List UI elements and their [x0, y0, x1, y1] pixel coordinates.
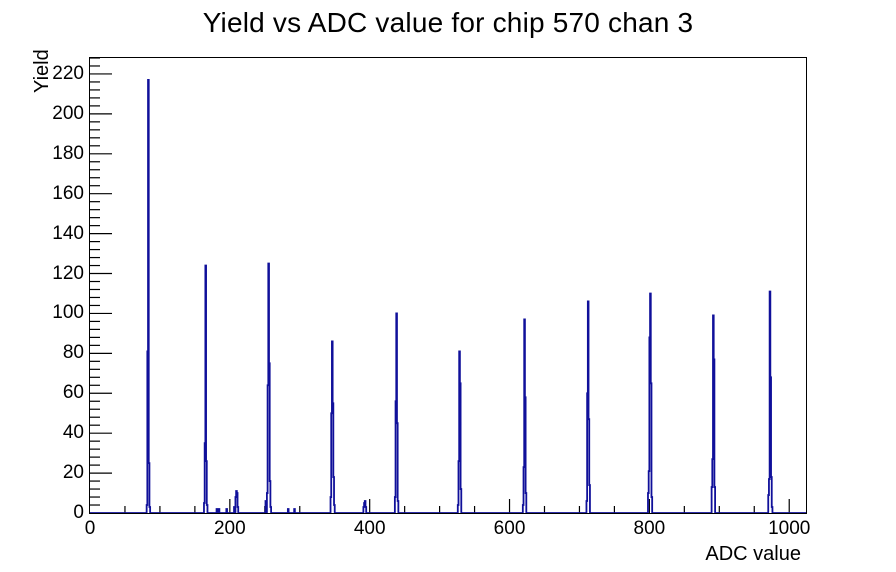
y-tick-label: 180 — [52, 142, 84, 164]
y-tick-label: 140 — [52, 222, 84, 244]
x-tick-label: 800 — [633, 518, 666, 539]
axis-ticks — [90, 58, 790, 513]
x-tick-label: 0 — [84, 518, 96, 539]
x-tick-label: 400 — [353, 518, 386, 539]
x-tick-label: 1000 — [768, 518, 811, 539]
y-tick-label: 200 — [52, 102, 84, 124]
histogram-plot — [90, 58, 806, 513]
y-tick-label: 40 — [62, 422, 84, 444]
x-tick-label: 200 — [213, 518, 246, 539]
y-tick-label: 0 — [73, 502, 84, 523]
y-tick-label: 100 — [52, 302, 84, 324]
y-tick-label: 220 — [52, 62, 84, 84]
y-tick-label: 160 — [52, 182, 84, 204]
y-axis-title: Yield — [31, 49, 53, 93]
histogram-line — [90, 79, 806, 513]
plot-frame — [89, 57, 807, 514]
chart-title: Yield vs ADC value for chip 570 chan 3 — [202, 7, 694, 38]
y-tick-label: 20 — [62, 462, 84, 484]
y-tick-label: 60 — [62, 382, 84, 404]
y-tick-label: 80 — [62, 342, 84, 364]
x-axis-title: ADC value — [705, 543, 801, 565]
x-tick-label: 600 — [493, 518, 526, 539]
y-tick-label: 120 — [52, 262, 84, 284]
